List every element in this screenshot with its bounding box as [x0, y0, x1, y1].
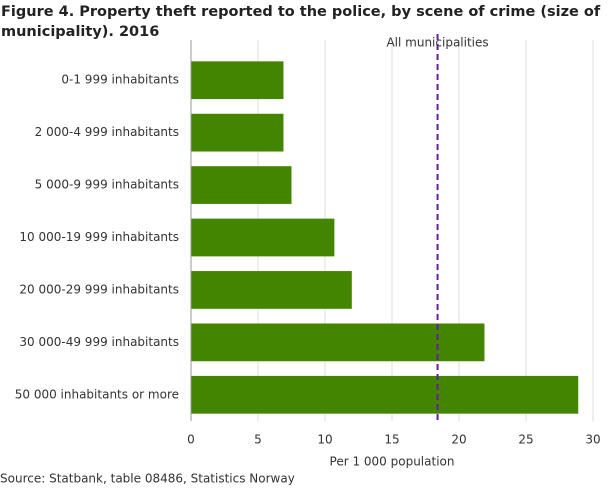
source: Source: Statbank, table 08486, Statistic… — [0, 472, 295, 486]
y-tick-label: 0-1 999 inhabitants — [61, 73, 179, 87]
x-axis-label: Per 1 000 population — [330, 455, 455, 469]
x-tick-label: 20 — [451, 433, 466, 447]
y-tick-label: 5 000-9 999 inhabitants — [35, 178, 179, 192]
bar — [191, 271, 352, 309]
bar — [191, 166, 292, 204]
x-tick-label: 0 — [187, 433, 195, 447]
x-tick-label: 15 — [384, 433, 399, 447]
reference-label: All municipalities — [386, 36, 488, 50]
x-tick-label: 5 — [254, 433, 262, 447]
bar — [191, 61, 284, 100]
bar — [191, 375, 579, 414]
bar — [191, 113, 284, 152]
x-tick-label: 30 — [585, 433, 600, 447]
y-tick-label: 50 000 inhabitants or more — [15, 387, 179, 401]
y-tick-label: 2 000-4 999 inhabitants — [35, 125, 179, 139]
bar — [191, 218, 335, 257]
y-tick-label: 30 000-49 999 inhabitants — [19, 335, 179, 349]
chart-title: Figure 4. Property theft reported to the… — [1, 4, 601, 40]
y-tick-label: 10 000-19 999 inhabitants — [19, 230, 179, 244]
y-tick-label: 20 000-29 999 inhabitants — [19, 282, 179, 296]
x-tick-label: 25 — [518, 433, 533, 447]
x-tick-label: 10 — [317, 433, 332, 447]
bar — [191, 323, 485, 362]
